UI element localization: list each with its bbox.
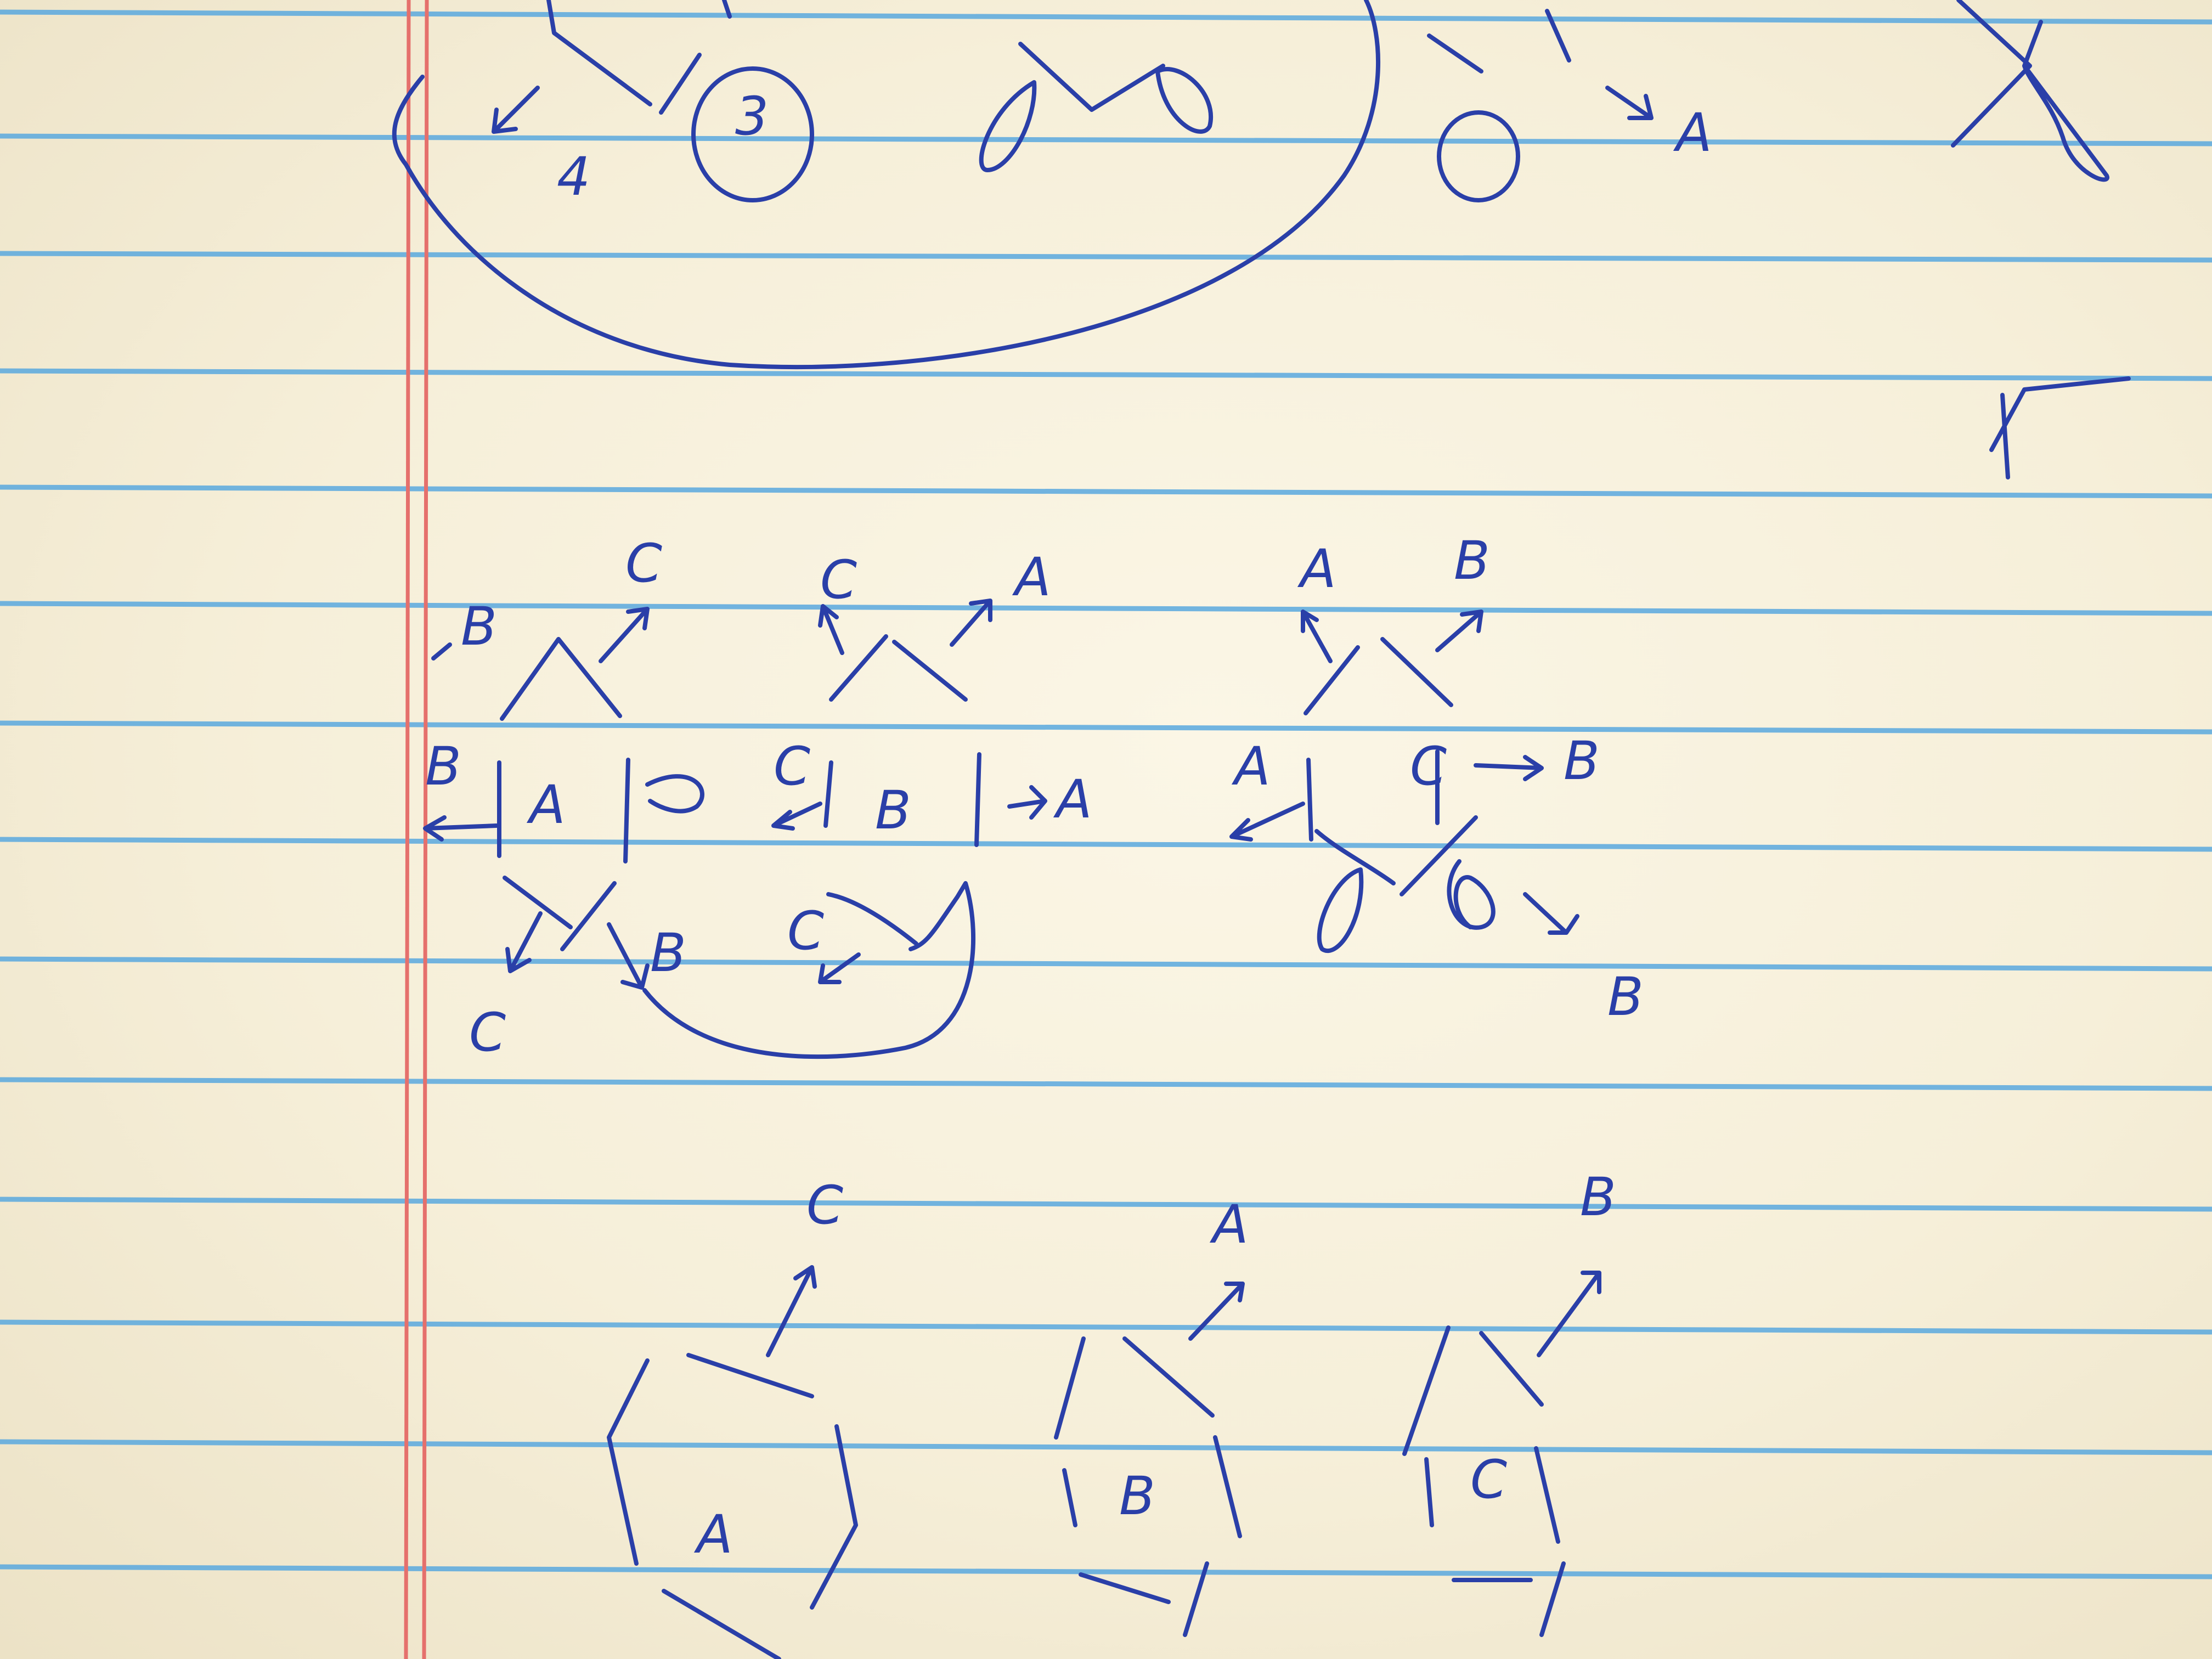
label-mid-center-b: B — [875, 780, 911, 841]
top-right-arrow — [1605, 86, 1654, 120]
rule-lines — [0, 9, 2212, 1579]
label-mid-right-b-bottom: B — [1607, 966, 1644, 1028]
mid-center-arrow-down — [818, 952, 861, 984]
bottom-c-arrow — [1537, 1271, 1601, 1357]
label-mid-right-c: C — [1410, 736, 1447, 797]
bottom-c-hexagon — [1402, 1325, 1566, 1637]
mid-left-arrow-down-right — [607, 922, 650, 990]
mid-left-arrow-top-left — [431, 642, 452, 661]
top-petal-loop-left — [979, 80, 1037, 172]
top-arrow-1 — [492, 86, 540, 134]
label-mid-left-b1: B — [461, 596, 497, 657]
handwritten-letters: 4 3 A B C B A C B C A C B A C A B A C B … — [425, 86, 1712, 1565]
mid-right-arrow-right — [1474, 755, 1544, 781]
top-cell-edges-1 — [546, 0, 652, 106]
right-cross — [1951, 0, 2109, 182]
top-petal-left — [1018, 42, 1165, 112]
mid-center-arrow-right — [1007, 785, 1047, 820]
mid-left-wall-right — [623, 758, 630, 864]
mid-right-petal-scribble — [1447, 859, 1496, 930]
mid-left-arrow-left — [423, 815, 499, 842]
label-bottom-b-center: B — [1119, 1465, 1155, 1527]
mid-left-hook — [645, 774, 704, 814]
label-mid-right-a-left: A — [1231, 736, 1271, 797]
label-top-three: 3 — [735, 86, 769, 147]
mid-right-wall-left — [1306, 758, 1313, 842]
bottom-a-hexagon — [607, 1353, 858, 1659]
label-bottom-a-center: A — [693, 1504, 733, 1565]
mid-left-arrow-top-right — [599, 607, 650, 663]
label-mid-left-c-bottom: C — [469, 1002, 506, 1063]
mid-center-arrow-up-right — [950, 599, 992, 647]
mid-center-wall-right — [974, 752, 981, 847]
mid-right-petal-left — [1317, 867, 1364, 953]
bottom-b-hexagon — [1054, 1336, 1242, 1637]
mid-center-cup — [826, 892, 918, 946]
mid-center-wall-left — [823, 760, 833, 828]
mid-right-arrow-left — [1229, 802, 1305, 842]
mid-center-roof-left — [829, 634, 888, 702]
label-mid-right-b-top: B — [1454, 530, 1490, 591]
label-top-a: A — [1673, 102, 1712, 163]
mid-center-arrow-up — [818, 604, 844, 655]
label-bottom-a-top: A — [1209, 1194, 1249, 1255]
label-top-four: 4 — [557, 146, 590, 207]
mid-right-bottom-edges — [1314, 815, 1478, 896]
label-mid-left-c-top: C — [625, 533, 662, 594]
top-petal-loop-right — [1155, 67, 1213, 134]
mid-center-roof-right — [892, 640, 968, 702]
top-slash — [659, 53, 702, 115]
label-mid-center-c-left: C — [774, 736, 810, 797]
label-mid-left-a: A — [526, 774, 566, 836]
ink-drawings — [392, 0, 2131, 1659]
top-right-circle — [1437, 110, 1520, 202]
label-mid-center-c-bottom: C — [787, 900, 824, 962]
bottom-a-arrow — [766, 1265, 817, 1357]
mid-left-bottom-edges — [503, 876, 617, 951]
label-bottom-b-top: B — [1580, 1166, 1616, 1228]
label-mid-center-a-right: A — [1053, 769, 1092, 830]
label-mid-right-b-right: B — [1564, 730, 1600, 792]
mid-center-arrow-left — [771, 802, 822, 831]
mid-left-roof — [500, 637, 622, 721]
mid-left-connector-loop — [642, 881, 976, 1059]
label-mid-center-a-top: A — [1012, 546, 1051, 608]
right-check — [1989, 376, 2131, 479]
top-cell-edges-2 — [722, 0, 732, 19]
bottom-b-arrow — [1188, 1282, 1245, 1341]
mid-right-arrow-up-right — [1435, 610, 1483, 652]
label-mid-center-c-top: C — [820, 549, 857, 611]
label-mid-left-b-bottom: B — [650, 922, 686, 984]
mid-right-arrow-down-right — [1523, 892, 1579, 935]
mid-right-roof — [1304, 637, 1453, 715]
top-enclosure-outline — [392, 0, 1381, 369]
label-bottom-c-center: C — [1470, 1449, 1507, 1510]
top-right-edges — [1427, 9, 1571, 74]
top-circle-3 — [691, 66, 814, 202]
label-mid-left-b2: B — [425, 736, 461, 797]
label-bottom-c-top: C — [806, 1175, 843, 1236]
mid-right-arrow-up-left — [1301, 610, 1333, 663]
mid-left-arrow-down-left — [505, 911, 543, 973]
label-mid-right-a-top: A — [1297, 538, 1336, 600]
